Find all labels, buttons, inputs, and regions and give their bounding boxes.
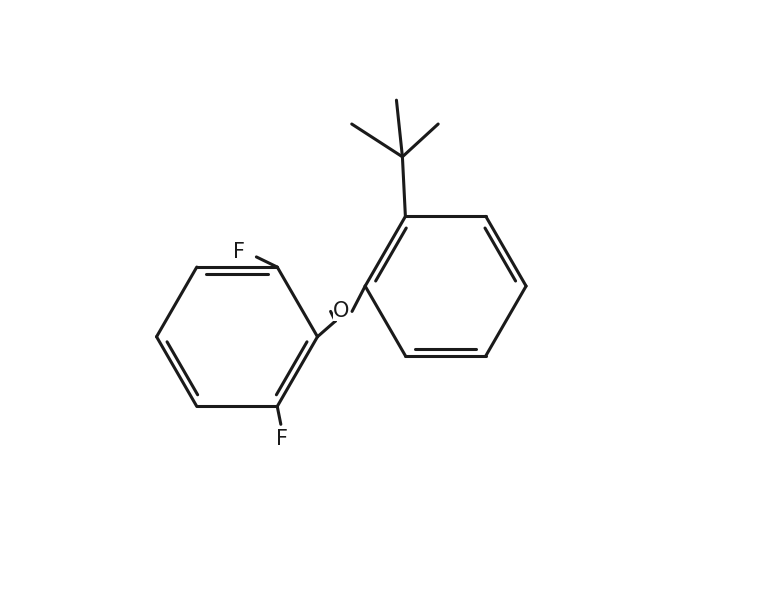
Text: F: F	[276, 429, 288, 449]
Text: F: F	[233, 242, 244, 262]
Text: O: O	[333, 302, 349, 321]
